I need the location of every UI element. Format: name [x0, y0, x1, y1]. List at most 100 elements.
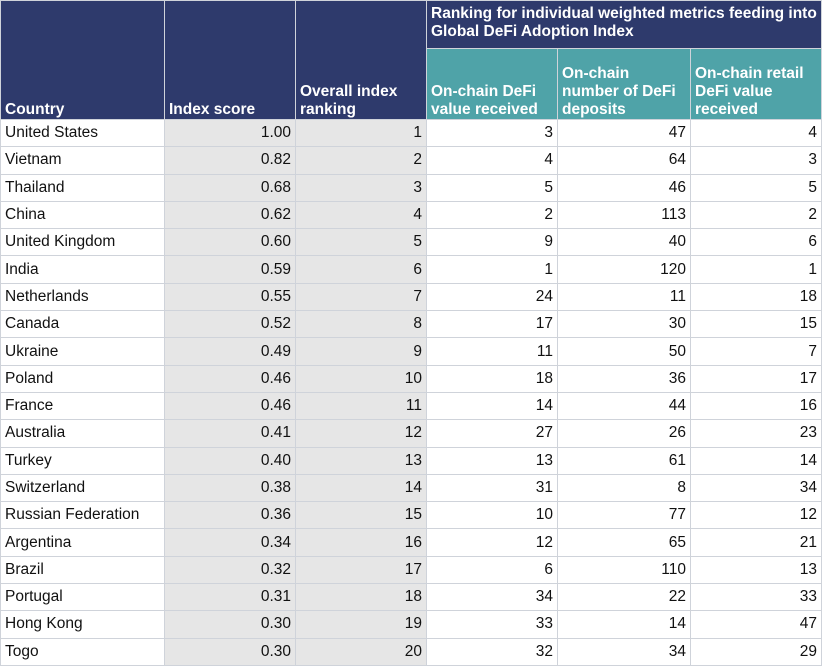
index-score-cell: 0.31 — [164, 583, 296, 612]
index-score-cell: 0.62 — [164, 200, 296, 230]
defi-deposits-rank-cell: 14 — [557, 610, 691, 639]
overall-ranking-cell: 4 — [295, 200, 427, 230]
index-score-cell: 0.41 — [164, 419, 296, 448]
overall-ranking-cell: 6 — [295, 255, 427, 284]
defi-value-rank-cell: 12 — [426, 528, 558, 557]
retail-defi-rank-cell: 23 — [689, 419, 823, 448]
index-score-cell: 1.00 — [164, 118, 296, 148]
retail-defi-rank-cell: 15 — [689, 310, 823, 339]
defi-value-rank-cell: 27 — [426, 419, 558, 448]
overall-ranking-cell: 2 — [295, 146, 427, 175]
table-row: China 0.62 4 2 113 2 — [0, 200, 823, 230]
index-score-cell: 0.49 — [164, 337, 296, 366]
country-cell: China — [0, 200, 165, 230]
retail-defi-rank-cell: 14 — [689, 446, 823, 475]
defi-value-rank-cell: 24 — [426, 282, 558, 312]
defi-deposits-rank-cell: 113 — [557, 200, 691, 230]
overall-ranking-cell: 8 — [295, 310, 427, 339]
header-overall-ranking: Overall index ranking — [295, 0, 427, 120]
header-metrics-group: Ranking for individual weighted metrics … — [425, 0, 823, 49]
overall-ranking-cell: 10 — [295, 364, 427, 393]
table-row: Ukraine 0.49 9 11 50 7 — [0, 337, 823, 366]
defi-deposits-rank-cell: 110 — [557, 555, 691, 585]
overall-ranking-cell: 15 — [295, 501, 427, 530]
index-score-cell: 0.46 — [164, 391, 296, 421]
index-score-cell: 0.38 — [164, 473, 296, 503]
overall-ranking-cell: 1 — [295, 118, 427, 148]
retail-defi-rank-cell: 33 — [689, 583, 823, 612]
header-index-score: Index score — [164, 0, 296, 120]
table-row: Russian Federation 0.36 15 10 77 12 — [0, 501, 823, 530]
defi-deposits-rank-cell: 64 — [557, 146, 691, 175]
header-metric-defi-deposits: On-chain number of DeFi deposits — [557, 48, 691, 120]
table-row: France 0.46 11 14 44 16 — [0, 391, 823, 421]
defi-value-rank-cell: 3 — [426, 118, 558, 148]
header-metric-defi-value-received: On-chain DeFi value received — [426, 48, 558, 120]
index-score-cell: 0.68 — [164, 173, 296, 202]
table-row: Turkey 0.40 13 13 61 14 — [0, 446, 823, 475]
defi-deposits-rank-cell: 34 — [557, 637, 691, 666]
overall-ranking-cell: 9 — [295, 337, 427, 366]
country-cell: United States — [0, 118, 165, 148]
overall-ranking-cell: 18 — [295, 583, 427, 612]
country-cell: Russian Federation — [0, 501, 165, 530]
defi-deposits-rank-cell: 11 — [557, 282, 691, 312]
defi-deposits-rank-cell: 77 — [557, 501, 691, 530]
defi-value-rank-cell: 6 — [426, 555, 558, 585]
country-cell: Turkey — [0, 446, 165, 475]
overall-ranking-cell: 11 — [295, 391, 427, 421]
country-cell: Togo — [0, 637, 165, 666]
retail-defi-rank-cell: 4 — [689, 118, 823, 148]
retail-defi-rank-cell: 29 — [689, 637, 823, 666]
country-cell: Australia — [0, 419, 165, 448]
country-cell: Switzerland — [0, 473, 165, 503]
overall-ranking-cell: 13 — [295, 446, 427, 475]
retail-defi-rank-cell: 47 — [689, 610, 823, 639]
index-score-cell: 0.82 — [164, 146, 296, 175]
defi-deposits-rank-cell: 50 — [557, 337, 691, 366]
overall-ranking-cell: 7 — [295, 282, 427, 312]
country-cell: United Kingdom — [0, 228, 165, 257]
defi-value-rank-cell: 11 — [426, 337, 558, 366]
defi-deposits-rank-cell: 46 — [557, 173, 691, 202]
retail-defi-rank-cell: 2 — [689, 200, 823, 230]
retail-defi-rank-cell: 17 — [689, 364, 823, 393]
overall-ranking-cell: 5 — [295, 228, 427, 257]
overall-ranking-cell: 17 — [295, 555, 427, 585]
retail-defi-rank-cell: 18 — [689, 282, 823, 312]
defi-deposits-rank-cell: 8 — [557, 473, 691, 503]
table-row: Thailand 0.68 3 5 46 5 — [0, 173, 823, 202]
overall-ranking-cell: 20 — [295, 637, 427, 666]
retail-defi-rank-cell: 13 — [689, 555, 823, 585]
overall-ranking-cell: 19 — [295, 610, 427, 639]
country-cell: Argentina — [0, 528, 165, 557]
country-cell: Netherlands — [0, 282, 165, 312]
table-body: United States 1.00 1 3 47 4 Vietnam 0.82 2 4 64 3 Th… — [0, 118, 823, 666]
index-score-cell: 0.32 — [164, 555, 296, 585]
defi-deposits-rank-cell: 36 — [557, 364, 691, 393]
defi-deposits-rank-cell: 120 — [557, 255, 691, 284]
retail-defi-rank-cell: 6 — [689, 228, 823, 257]
index-score-cell: 0.30 — [164, 637, 296, 666]
defi-value-rank-cell: 32 — [426, 637, 558, 666]
defi-value-rank-cell: 13 — [426, 446, 558, 475]
defi-value-rank-cell: 18 — [426, 364, 558, 393]
table-row: India 0.59 6 1 120 1 — [0, 255, 823, 284]
defi-deposits-rank-cell: 61 — [557, 446, 691, 475]
overall-ranking-cell: 12 — [295, 419, 427, 448]
table-row: Brazil 0.32 17 6 110 13 — [0, 555, 823, 585]
table-row: Canada 0.52 8 17 30 15 — [0, 310, 823, 339]
index-score-cell: 0.59 — [164, 255, 296, 284]
defi-deposits-rank-cell: 22 — [557, 583, 691, 612]
table-row: Argentina 0.34 16 12 65 21 — [0, 528, 823, 557]
defi-value-rank-cell: 9 — [426, 228, 558, 257]
table-row: Hong Kong 0.30 19 33 14 47 — [0, 610, 823, 639]
table-row: Vietnam 0.82 2 4 64 3 — [0, 146, 823, 175]
defi-value-rank-cell: 34 — [426, 583, 558, 612]
defi-deposits-rank-cell: 40 — [557, 228, 691, 257]
overall-ranking-cell: 14 — [295, 473, 427, 503]
country-cell: Ukraine — [0, 337, 165, 366]
index-score-cell: 0.46 — [164, 364, 296, 393]
table-row: United States 1.00 1 3 47 4 — [0, 118, 823, 148]
index-score-cell: 0.40 — [164, 446, 296, 475]
